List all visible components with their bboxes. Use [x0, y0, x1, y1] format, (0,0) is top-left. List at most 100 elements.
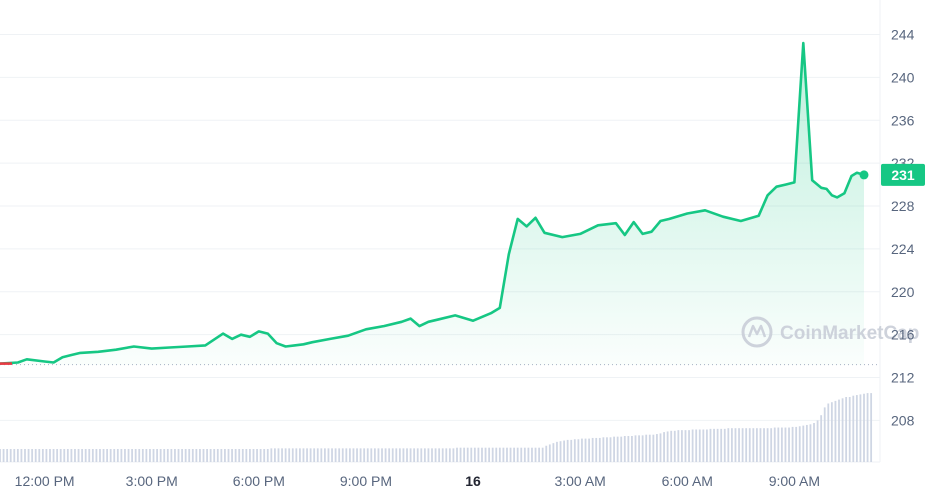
volume-bar [135, 449, 137, 462]
volume-bar [67, 449, 69, 462]
volume-bar [231, 449, 233, 462]
volume-bar [195, 449, 197, 462]
volume-bar [827, 404, 829, 463]
volume-bar [638, 435, 640, 462]
volume-bar [117, 449, 119, 462]
volume-bar [763, 428, 765, 462]
volume-bar [635, 435, 637, 462]
volume-bar [331, 448, 333, 462]
volume-bar [17, 449, 19, 462]
volume-bar [870, 393, 872, 462]
volume-bar [388, 448, 390, 462]
volume-bar [499, 448, 501, 462]
volume-bar [767, 428, 769, 462]
volume-bar [274, 448, 276, 462]
volume-bar [492, 448, 494, 462]
volume-bar [360, 448, 362, 462]
volume-bar [306, 448, 308, 462]
volume-bar [6, 449, 8, 462]
volume-bar [353, 448, 355, 462]
volume-bar [720, 429, 722, 462]
volume-bar [652, 435, 654, 462]
current-price-marker: 231 [860, 164, 926, 186]
volume-bar [795, 427, 797, 462]
volume-bar [838, 400, 840, 462]
volume-bar [856, 395, 858, 462]
price-area-fill [0, 43, 864, 365]
y-tick-label: 240 [891, 69, 915, 85]
volume-bar [849, 397, 851, 462]
x-tick-label: 6:00 AM [662, 473, 713, 489]
volume-bar [46, 449, 48, 462]
volume-bar [210, 449, 212, 462]
volume-bar [592, 438, 594, 462]
volume-bar [453, 448, 455, 462]
y-tick-label: 216 [891, 327, 915, 343]
volume-bar [224, 449, 226, 462]
volume-bar [631, 436, 633, 462]
volume-bar [320, 448, 322, 462]
volume-bar [731, 428, 733, 462]
volume-bar [3, 449, 5, 462]
volume-bar [563, 441, 565, 462]
volume-bar [738, 428, 740, 462]
volume-bar [713, 429, 715, 462]
volume-bar [160, 449, 162, 462]
volume-bar [181, 449, 183, 462]
current-price-label: 231 [891, 167, 915, 183]
volume-bar [24, 449, 26, 462]
volume-bar [249, 449, 251, 462]
volume-bar [317, 448, 319, 462]
volume-bar [531, 448, 533, 462]
volume-bar [852, 396, 854, 462]
volume-bar [260, 449, 262, 462]
volume-bar [256, 449, 258, 462]
y-tick-label: 224 [891, 241, 915, 257]
volume-bar [335, 448, 337, 462]
volume-bar [588, 439, 590, 462]
volume-bar [356, 448, 358, 462]
volume-bar [470, 448, 472, 462]
volume-bar [824, 407, 826, 462]
y-tick-label: 208 [891, 412, 915, 428]
volume-bar [620, 437, 622, 462]
volume-bar [292, 448, 294, 462]
volume-bar [174, 449, 176, 462]
volume-bar [374, 448, 376, 462]
volume-bar [488, 448, 490, 462]
volume-bar [35, 449, 37, 462]
volume-bar [310, 448, 312, 462]
volume-bar [192, 449, 194, 462]
volume-bar [581, 439, 583, 462]
volume-bar [60, 449, 62, 462]
volume-bar [13, 449, 15, 462]
volume-bar [420, 448, 422, 462]
x-tick-label: 9:00 AM [769, 473, 820, 489]
y-tick-label: 220 [891, 284, 915, 300]
volume-bar [681, 430, 683, 462]
volume-bar [642, 435, 644, 462]
volume-bar [702, 430, 704, 463]
volume-bar [538, 448, 540, 462]
volume-bar [424, 448, 426, 462]
volume-bar [677, 430, 679, 462]
current-price-dot [860, 170, 869, 179]
volume-bar [813, 423, 815, 462]
volume-bar [253, 449, 255, 462]
volume-bar [549, 444, 551, 462]
volume-bar [717, 429, 719, 462]
volume-bar [138, 449, 140, 462]
volume-bar [577, 439, 579, 462]
volume-bar [710, 429, 712, 462]
volume-bar [142, 449, 144, 462]
volume-bar [113, 449, 115, 462]
volume-bar [820, 415, 822, 462]
volume-bar [663, 432, 665, 462]
volume-bar [74, 449, 76, 462]
volume-bar [303, 448, 305, 462]
volume-bar [203, 449, 205, 462]
volume-bar [263, 449, 265, 462]
